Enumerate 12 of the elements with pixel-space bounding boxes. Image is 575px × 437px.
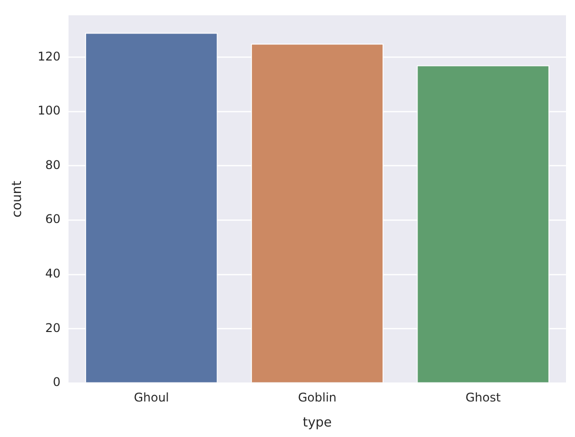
y-axis-title: count	[10, 180, 26, 218]
y-tick-label: 100	[38, 104, 61, 118]
y-tick-label: 60	[45, 212, 61, 226]
x-tick-label: Ghoul	[134, 390, 170, 404]
x-axis-title: type	[302, 416, 332, 431]
x-tick-label: Ghost	[465, 390, 501, 404]
x-tick-label: Goblin	[298, 390, 337, 404]
y-tick-label: 80	[45, 158, 61, 172]
y-tick-label: 0	[52, 375, 61, 390]
y-tick-label: 120	[38, 49, 61, 64]
y-tick-label: 40	[45, 266, 61, 281]
y-tick-label: 20	[45, 320, 61, 335]
